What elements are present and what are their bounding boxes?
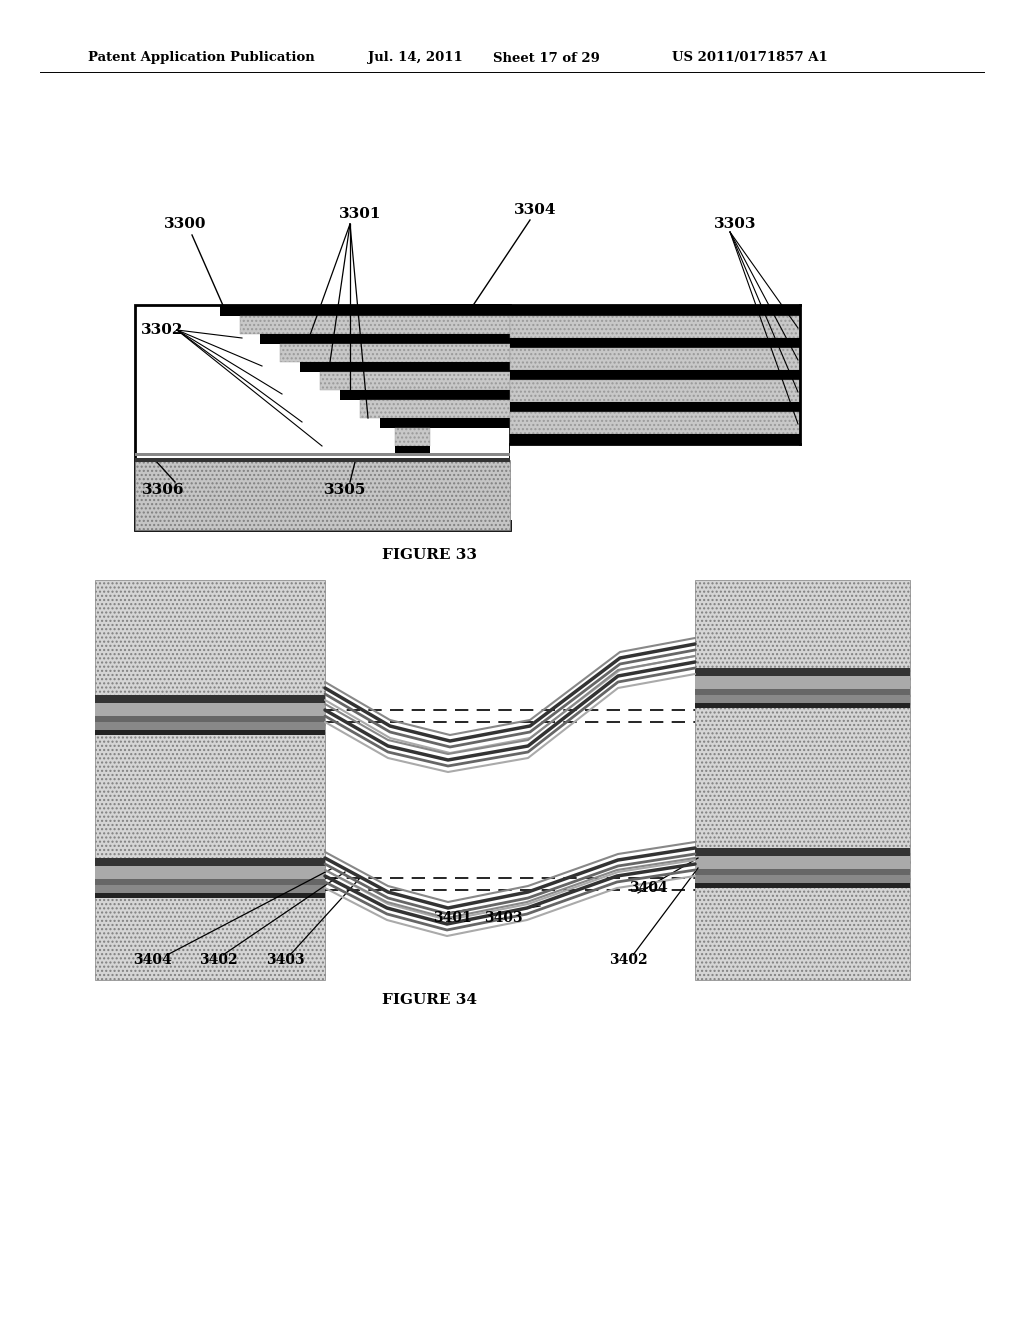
Bar	[695, 696, 910, 704]
Bar	[95, 579, 325, 979]
Text: 3306: 3306	[141, 483, 184, 498]
Bar	[95, 866, 325, 879]
Text: Sheet 17 of 29: Sheet 17 of 29	[493, 51, 600, 65]
Bar	[695, 579, 910, 979]
Bar	[319, 372, 510, 389]
Text: 3404: 3404	[629, 880, 668, 895]
Text: 3403: 3403	[483, 911, 522, 925]
Bar	[695, 676, 910, 689]
Bar	[360, 400, 510, 418]
Text: 3305: 3305	[324, 483, 367, 498]
Bar	[430, 304, 510, 310]
Text: 3304: 3304	[514, 203, 556, 216]
Bar	[135, 453, 510, 455]
Bar	[510, 403, 800, 412]
Text: Patent Application Publication: Patent Application Publication	[88, 51, 314, 65]
Bar	[510, 315, 800, 338]
Bar	[695, 875, 910, 883]
Text: Jul. 14, 2011: Jul. 14, 2011	[368, 51, 463, 65]
Bar	[340, 389, 510, 400]
Bar	[695, 689, 910, 696]
Bar	[695, 883, 910, 888]
Bar	[260, 334, 510, 345]
Text: FIGURE 33: FIGURE 33	[383, 548, 477, 562]
Bar	[95, 858, 325, 866]
Bar	[95, 894, 325, 898]
Bar	[695, 847, 910, 855]
Bar	[510, 305, 800, 315]
Bar	[510, 434, 800, 444]
Text: 3404: 3404	[133, 953, 171, 968]
Text: 3303: 3303	[714, 216, 757, 231]
Text: 3403: 3403	[265, 953, 304, 968]
Bar	[135, 305, 510, 531]
Bar	[510, 338, 800, 348]
Bar	[135, 458, 510, 462]
Bar	[695, 704, 910, 708]
Bar	[95, 884, 325, 894]
Bar	[695, 668, 910, 676]
Bar	[395, 446, 430, 454]
Bar	[510, 412, 800, 434]
Bar	[695, 869, 910, 875]
Bar	[510, 305, 800, 520]
Bar	[240, 315, 510, 334]
Text: 3300: 3300	[164, 216, 206, 231]
Text: 3401: 3401	[432, 911, 471, 925]
Bar	[395, 428, 430, 446]
Bar	[95, 879, 325, 884]
Bar	[95, 715, 325, 722]
Text: US 2011/0171857 A1: US 2011/0171857 A1	[672, 51, 827, 65]
Bar	[695, 855, 910, 869]
Text: 3402: 3402	[608, 953, 647, 968]
Bar	[95, 704, 325, 715]
Bar	[95, 696, 325, 704]
Bar	[280, 345, 510, 362]
Bar	[380, 418, 510, 428]
Text: 3301: 3301	[339, 207, 381, 220]
Bar	[510, 348, 800, 370]
Bar	[135, 459, 510, 531]
Text: 3402: 3402	[199, 953, 238, 968]
Text: 3302: 3302	[141, 323, 183, 337]
Bar	[510, 370, 800, 380]
Bar	[95, 730, 325, 735]
Bar	[510, 380, 800, 403]
Text: FIGURE 34: FIGURE 34	[383, 993, 477, 1007]
Bar	[95, 722, 325, 730]
Bar	[300, 362, 510, 372]
Bar	[220, 305, 510, 315]
